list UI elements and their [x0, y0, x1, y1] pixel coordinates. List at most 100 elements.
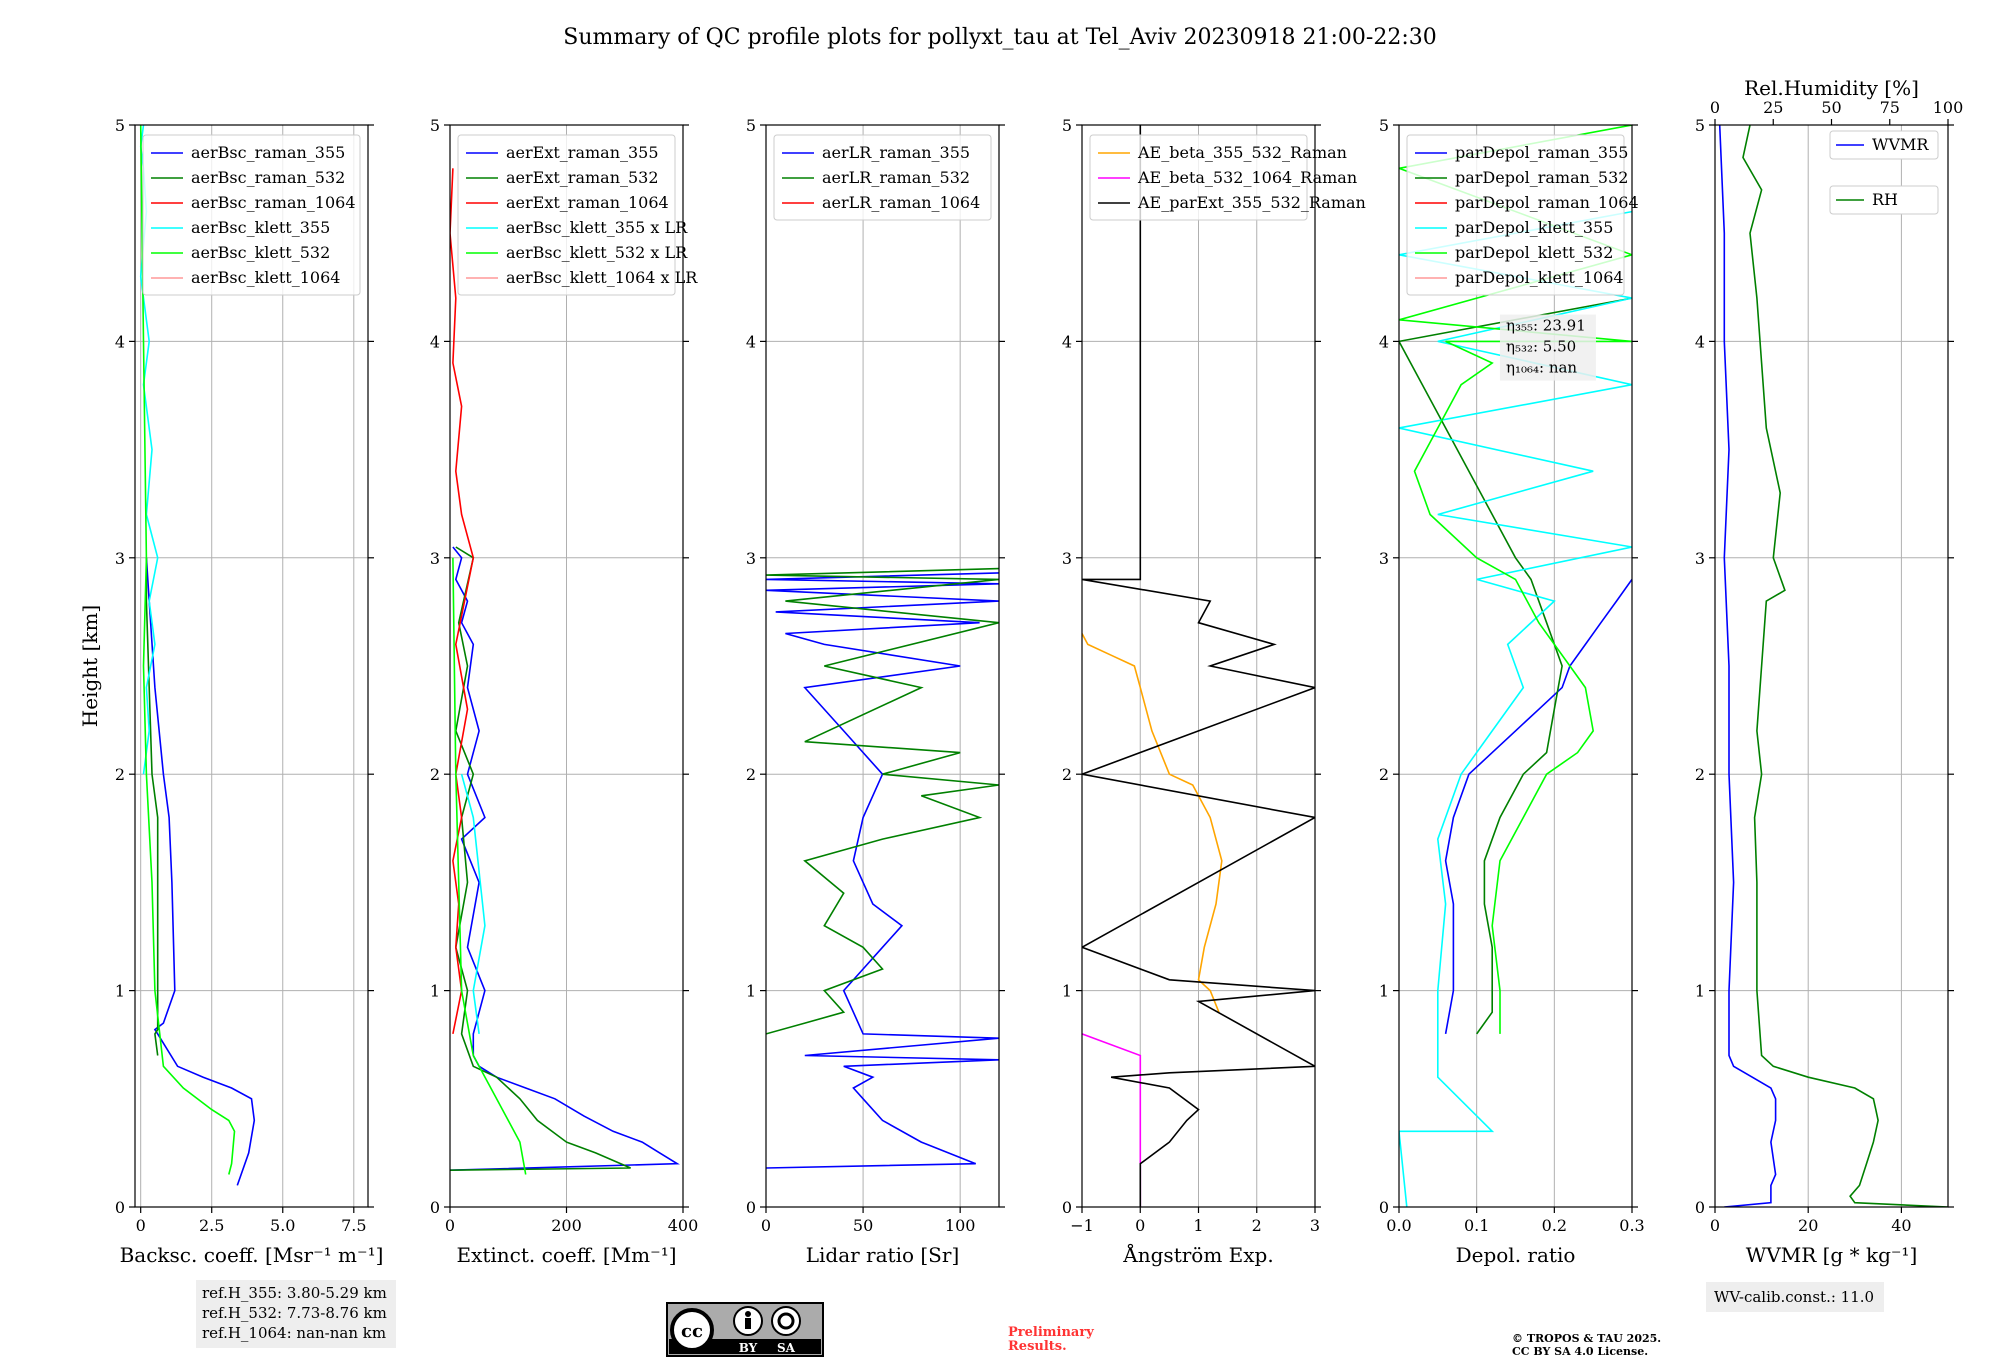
bsc-xtick-label: 0	[136, 1216, 146, 1235]
legend-label-parDepol_raman_1064: parDepol_raman_1064	[1455, 193, 1639, 212]
ae-ytick-label: 3	[1062, 549, 1072, 568]
legend-label-aerExt_raman_532: aerExt_raman_532	[506, 168, 659, 187]
sa-icon-arrow	[777, 1312, 795, 1330]
panel-ext: 0 200 400 0 1 2 3 4 5 Extinct. coeff. [Mm⁻¹] aerEx…	[430, 116, 698, 1267]
legend-label-parDepol_raman_355: parDepol_raman_355	[1455, 143, 1628, 162]
legend-box-RH	[1829, 185, 1939, 215]
wv-series-group	[1718, 125, 1948, 1207]
series-AE_parExt_355_532_Raman	[1082, 125, 1315, 1207]
ext-ytick-label: 4	[430, 332, 440, 351]
series-RH	[1742, 125, 1948, 1207]
bsc-ylabel: Height [km]	[78, 605, 102, 727]
legend-label-parDepol_klett_355: parDepol_klett_355	[1455, 218, 1613, 237]
bsc-axes-frame	[134, 124, 369, 1208]
series-aerBsc_raman_355	[145, 557, 256, 1186]
depol-annotation-box	[1499, 314, 1596, 381]
bsc-ytick-label: 5	[115, 116, 125, 135]
depol-annotation-line: η₃₅₅: 23.91	[1506, 317, 1586, 335]
ext-ytick-label: 3	[430, 549, 440, 568]
depol-ytick-label: 1	[1379, 982, 1389, 1001]
lr-ytick-label: 4	[746, 332, 756, 351]
series-parDepol_raman_355	[1444, 578, 1632, 1035]
panel-bsc: 0 2.5 5.0 7.5 0 1 2 3 4 5 Backsc. coeff. [Msr⁻¹ m⁻…	[78, 116, 383, 1267]
wv-x2tick-label: 0	[1710, 98, 1720, 117]
series-aerLR_raman_532	[766, 567, 999, 1035]
ext-axes-frame	[449, 124, 684, 1208]
lr-xlabel: Lidar ratio [Sr]	[806, 1243, 960, 1267]
legend-label-aerBsc_klett_1064: aerBsc_klett_1064	[191, 268, 340, 287]
wv-x2tick-label: 75	[1880, 98, 1900, 117]
ref-height-355: ref.H_355: 3.80-5.29 km	[202, 1284, 387, 1302]
panel-wv: 0 20 40 0 1 2 3 4 5 WVMR [g * kg⁻¹] 0 25 50 75 100 Rel.…	[1695, 76, 1963, 1267]
depol-xtick-label: 0.0	[1386, 1216, 1411, 1235]
legend-label-aerLR_raman_355: aerLR_raman_355	[822, 143, 970, 162]
panel-lr: 0 50 100 0 1 2 3 4 5 Lidar ratio [Sr] aerLR_raman_…	[746, 116, 1005, 1267]
depol-legend-box	[1406, 134, 1625, 296]
bsc-xtick-label: 2.5	[199, 1216, 224, 1235]
cc-icon	[670, 1308, 714, 1352]
lr-xtick-label: 100	[945, 1216, 976, 1235]
ae-ytick-label: 2	[1062, 765, 1072, 784]
bsc-ytick-label: 1	[115, 982, 125, 1001]
lr-ytick-label: 5	[746, 116, 756, 135]
bsc-xtick-label: 7.5	[341, 1216, 366, 1235]
wv-ytick-label: 5	[1695, 116, 1705, 135]
panels: 0 2.5 5.0 7.5 0 1 2 3 4 5 Backsc. coeff. [Msr⁻¹ m⁻…	[78, 76, 1963, 1267]
ae-legend-box	[1089, 134, 1308, 221]
series-parDepol_raman_532	[1399, 297, 1632, 1035]
lr-xtick-label: 50	[853, 1216, 873, 1235]
depol-xlabel: Depol. ratio	[1456, 1243, 1576, 1267]
series-aerLR_raman_355	[766, 572, 999, 1169]
depol-ytick-label: 0	[1379, 1198, 1389, 1217]
legend-label-parDepol_klett_532: parDepol_klett_532	[1455, 243, 1613, 262]
ext-ytick-label: 0	[430, 1198, 440, 1217]
bsc-ytick-label: 0	[115, 1198, 125, 1217]
series-aerBsc_klett_355 x LR	[460, 773, 486, 1035]
depol-ytick-label: 2	[1379, 765, 1389, 784]
lr-axes-frame	[765, 124, 1000, 1208]
bsc-legend-box	[142, 134, 361, 296]
legend-label-WVMR: WVMR	[1872, 135, 1929, 154]
ae-xtick-label: 1	[1193, 1216, 1203, 1235]
lr-series-group	[766, 567, 999, 1169]
ext-ytick-label: 2	[430, 765, 440, 784]
by-person-head	[745, 1311, 751, 1317]
series-AE_beta_355_532_Raman	[1082, 633, 1223, 1013]
wv-x2tick-label: 100	[1933, 98, 1964, 117]
legend-label-aerBsc_raman_1064: aerBsc_raman_1064	[191, 193, 356, 212]
ext-ytick-label: 1	[430, 982, 440, 1001]
wv-ytick-label: 4	[1695, 332, 1705, 351]
ext-xtick-label: 200	[551, 1216, 582, 1235]
copyright-line-1: © TROPOS & TAU 2025.	[1512, 1332, 1661, 1345]
legend-box-WVMR	[1829, 130, 1939, 160]
ref-height-box: ref.H_355: 3.80-5.29 km ref.H_532: 7.73-…	[196, 1280, 396, 1348]
legend-label-aerLR_raman_532: aerLR_raman_532	[822, 168, 970, 187]
ae-axes-frame	[1081, 124, 1316, 1208]
ext-xtick-label: 400	[668, 1216, 699, 1235]
legend-label-aerExt_raman_355: aerExt_raman_355	[506, 143, 659, 162]
bsc-ytick-label: 2	[115, 765, 125, 784]
wv-xlabel: WVMR [g * kg⁻¹]	[1746, 1243, 1918, 1267]
ext-xlabel: Extinct. coeff. [Mm⁻¹]	[456, 1243, 676, 1267]
ae-ytick-label: 1	[1062, 982, 1072, 1001]
wv-calib-const: WV-calib.const.: 11.0	[1714, 1288, 1874, 1306]
ext-xtick-label: 0	[445, 1216, 455, 1235]
ae-ytick-label: 5	[1062, 116, 1072, 135]
legend-label-AE_beta_532_1064_Raman: AE_beta_532_1064_Raman	[1137, 168, 1357, 187]
legend-label-AE_beta_355_532_Raman: AE_beta_355_532_Raman	[1137, 143, 1347, 162]
wv-x2label: Rel.Humidity [%]	[1744, 76, 1919, 100]
preliminary-line-2: Results.	[1008, 1339, 1067, 1354]
wv-ytick-label: 1	[1695, 982, 1705, 1001]
series-AE_beta_532_1064_Raman	[1082, 1033, 1142, 1207]
lr-ytick-label: 3	[746, 549, 756, 568]
legend-label-parDepol_raman_532: parDepol_raman_532	[1455, 168, 1628, 187]
legend-label-AE_parExt_355_532_Raman: AE_parExt_355_532_Raman	[1137, 193, 1366, 212]
series-aerBsc_klett_532 x LR	[452, 557, 527, 1175]
depol-annotation-line: η₁₀₆₄: nan	[1506, 359, 1577, 377]
ref-height-box-bg	[196, 1280, 396, 1348]
cc-by-label: BY	[739, 1341, 758, 1355]
legend-label-RH: RH	[1872, 190, 1898, 209]
preliminary-line-1: Preliminary	[1008, 1325, 1094, 1340]
ae-xtick-label: −1	[1070, 1216, 1094, 1235]
